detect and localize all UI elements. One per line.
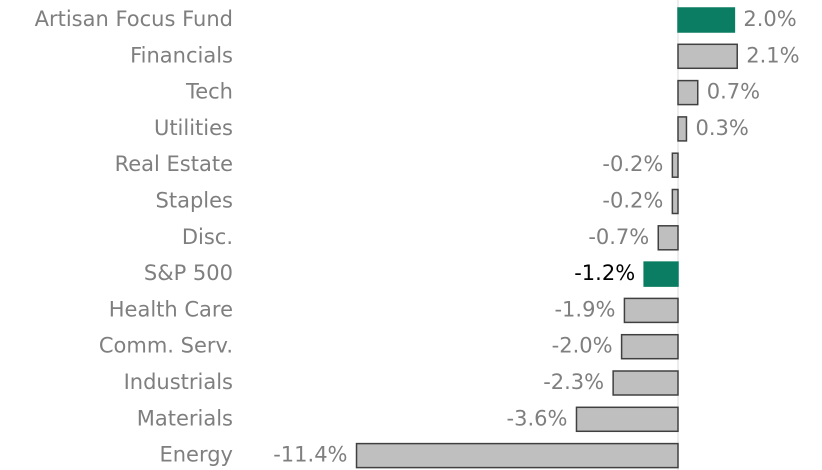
bar	[620, 333, 679, 360]
bar	[677, 7, 736, 33]
category-label: S&P 500	[144, 261, 233, 285]
bar	[643, 261, 679, 287]
value-label: -1.2%	[574, 261, 635, 285]
category-label: Energy	[159, 443, 233, 467]
bar	[677, 43, 738, 70]
category-label: Artisan Focus Fund	[35, 7, 233, 31]
category-label: Financials	[130, 43, 233, 67]
category-label: Health Care	[109, 297, 233, 321]
value-label: 2.1%	[746, 43, 799, 67]
category-label: Tech	[185, 80, 233, 104]
value-label: -2.3%	[543, 370, 604, 394]
value-label: -0.7%	[588, 225, 649, 249]
bar	[671, 152, 679, 178]
value-label: -0.2%	[602, 152, 663, 176]
value-label: 0.3%	[695, 116, 748, 140]
value-label: -11.4%	[273, 443, 347, 467]
category-label: Real Estate	[115, 152, 233, 176]
category-label: Materials	[137, 406, 233, 430]
category-label: Industrials	[124, 370, 233, 394]
category-label: Comm. Serv.	[99, 334, 233, 358]
bar	[355, 442, 679, 469]
value-label: -0.2%	[602, 189, 663, 213]
bar	[657, 225, 679, 251]
bar	[575, 406, 679, 433]
value-label: 0.7%	[707, 80, 760, 104]
bar	[677, 79, 699, 106]
category-label: Utilities	[154, 116, 233, 140]
bar	[677, 116, 688, 142]
value-label: 2.0%	[743, 7, 796, 31]
bar	[671, 188, 679, 215]
category-label: Disc.	[182, 225, 233, 249]
bar	[612, 370, 679, 396]
value-label: -2.0%	[552, 334, 613, 358]
value-label: -3.6%	[507, 406, 568, 430]
category-label: Staples	[156, 189, 233, 213]
value-label: -1.9%	[554, 297, 615, 321]
bar	[623, 297, 679, 324]
